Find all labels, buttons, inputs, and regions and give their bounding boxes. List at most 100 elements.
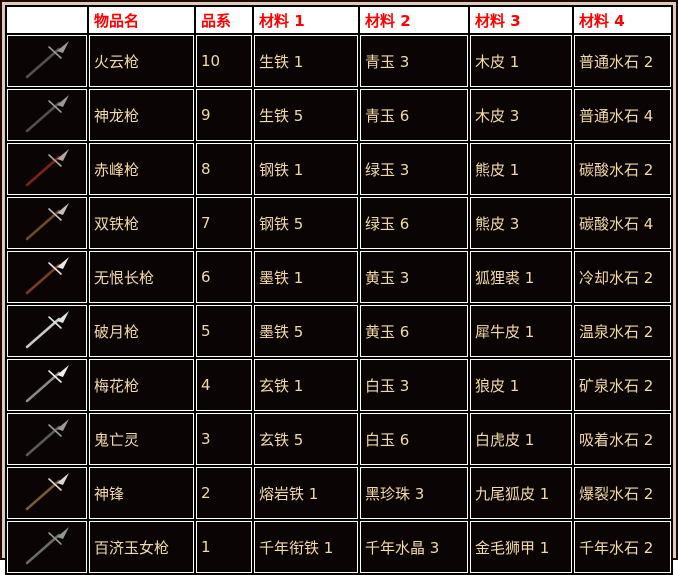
material-1-cell: 熔岩铁 1 — [254, 467, 358, 519]
spear-icon — [25, 365, 69, 403]
wheel-spear-icon — [25, 527, 69, 565]
table-row: 神龙枪 9 生铁 5 青玉 6 木皮 3 普通水石 4 — [7, 89, 671, 141]
material-2-cell: 黄玉 3 — [360, 251, 468, 303]
material-3-cell: 狼皮 1 — [470, 359, 572, 411]
item-name-cell: 百济玉女枪 — [89, 521, 194, 573]
table-row: 百济玉女枪 1 千年衔铁 1 千年水晶 3 金毛狮甲 1 千年水石 2 — [7, 521, 671, 573]
item-icon-cell — [7, 521, 87, 573]
spear-icon — [25, 203, 69, 241]
header-material-4: 材料 4 — [574, 7, 671, 33]
item-icon-cell — [7, 143, 87, 195]
table-row: 鬼亡灵 3 玄铁 5 白玉 6 白虎皮 1 吸着水石 2 — [7, 413, 671, 465]
material-1-cell: 钢铁 1 — [254, 143, 358, 195]
material-3-cell: 犀牛皮 1 — [470, 305, 572, 357]
item-name-cell: 梅花枪 — [89, 359, 194, 411]
material-4-cell: 千年水石 2 — [574, 521, 671, 573]
material-3-cell: 金毛狮甲 1 — [470, 521, 572, 573]
item-icon-cell — [7, 251, 87, 303]
material-4-cell: 温泉水石 2 — [574, 305, 671, 357]
header-icon-col — [7, 7, 87, 33]
glaive-icon — [25, 311, 69, 349]
header-item-name: 物品名 — [89, 7, 194, 33]
item-icon-cell — [7, 89, 87, 141]
material-2-cell: 白玉 3 — [360, 359, 468, 411]
material-4-cell: 吸着水石 2 — [574, 413, 671, 465]
item-name-cell: 破月枪 — [89, 305, 194, 357]
item-name-cell: 火云枪 — [89, 35, 194, 87]
material-4-cell: 矿泉水石 2 — [574, 359, 671, 411]
material-1-cell: 墨铁 5 — [254, 305, 358, 357]
material-1-cell: 钢铁 5 — [254, 197, 358, 249]
material-4-cell: 普通水石 2 — [574, 35, 671, 87]
item-name-cell: 鬼亡灵 — [89, 413, 194, 465]
header-grade: 品系 — [196, 7, 252, 33]
header-material-1: 材料 1 — [254, 7, 358, 33]
material-2-cell: 黄玉 6 — [360, 305, 468, 357]
table-row: 梅花枪 4 玄铁 1 白玉 3 狼皮 1 矿泉水石 2 — [7, 359, 671, 411]
material-2-cell: 绿玉 3 — [360, 143, 468, 195]
spear-icon — [25, 419, 69, 457]
spear-icon — [25, 257, 69, 295]
item-icon-cell — [7, 467, 87, 519]
table-row: 火云枪 10 生铁 1 青玉 3 木皮 1 普通水石 2 — [7, 35, 671, 87]
grade-cell: 7 — [196, 197, 252, 249]
item-icon-cell — [7, 305, 87, 357]
material-3-cell: 熊皮 1 — [470, 143, 572, 195]
material-2-cell: 白玉 6 — [360, 413, 468, 465]
grade-cell: 2 — [196, 467, 252, 519]
material-2-cell: 黑珍珠 3 — [360, 467, 468, 519]
item-name-cell: 双铁枪 — [89, 197, 194, 249]
header-material-2: 材料 2 — [360, 7, 468, 33]
grade-cell: 3 — [196, 413, 252, 465]
material-3-cell: 木皮 3 — [470, 89, 572, 141]
material-3-cell: 狐狸裘 1 — [470, 251, 572, 303]
grade-cell: 4 — [196, 359, 252, 411]
material-3-cell: 九尾狐皮 1 — [470, 467, 572, 519]
material-3-cell: 熊皮 3 — [470, 197, 572, 249]
material-1-cell: 墨铁 1 — [254, 251, 358, 303]
table-row: 无恨长枪 6 墨铁 1 黄玉 3 狐狸裘 1 冷却水石 2 — [7, 251, 671, 303]
material-2-cell: 千年水晶 3 — [360, 521, 468, 573]
material-3-cell: 白虎皮 1 — [470, 413, 572, 465]
material-4-cell: 冷却水石 2 — [574, 251, 671, 303]
material-1-cell: 生铁 1 — [254, 35, 358, 87]
item-name-cell: 神龙枪 — [89, 89, 194, 141]
table-row: 神锋 2 熔岩铁 1 黑珍珠 3 九尾狐皮 1 爆裂水石 2 — [7, 467, 671, 519]
material-4-cell: 碳酸水石 2 — [574, 143, 671, 195]
header-row: 物品名 品系 材料 1 材料 2 材料 3 材料 4 — [7, 7, 671, 33]
material-1-cell: 玄铁 5 — [254, 413, 358, 465]
item-icon-cell — [7, 359, 87, 411]
grade-cell: 9 — [196, 89, 252, 141]
grade-cell: 10 — [196, 35, 252, 87]
item-name-cell: 无恨长枪 — [89, 251, 194, 303]
spear-icon — [25, 473, 69, 511]
item-icon-cell — [7, 413, 87, 465]
material-2-cell: 青玉 3 — [360, 35, 468, 87]
spear-icon — [25, 149, 69, 187]
material-1-cell: 玄铁 1 — [254, 359, 358, 411]
material-2-cell: 青玉 6 — [360, 89, 468, 141]
material-2-cell: 绿玉 6 — [360, 197, 468, 249]
table-row: 赤峰枪 8 钢铁 1 绿玉 3 熊皮 1 碳酸水石 2 — [7, 143, 671, 195]
item-name-cell: 神锋 — [89, 467, 194, 519]
grade-cell: 1 — [196, 521, 252, 573]
material-1-cell: 生铁 5 — [254, 89, 358, 141]
item-name-cell: 赤峰枪 — [89, 143, 194, 195]
material-1-cell: 千年衔铁 1 — [254, 521, 358, 573]
item-icon-cell — [7, 35, 87, 87]
table-row: 双铁枪 7 钢铁 5 绿玉 6 熊皮 3 碳酸水石 4 — [7, 197, 671, 249]
spear-icon — [25, 95, 69, 133]
material-4-cell: 爆裂水石 2 — [574, 467, 671, 519]
material-4-cell: 普通水石 4 — [574, 89, 671, 141]
grade-cell: 8 — [196, 143, 252, 195]
item-materials-table: 物品名 品系 材料 1 材料 2 材料 3 材料 4 火云枪 10 生铁 1 青… — [5, 5, 673, 575]
grade-cell: 5 — [196, 305, 252, 357]
spear-icon — [25, 41, 69, 79]
grade-cell: 6 — [196, 251, 252, 303]
material-4-cell: 碳酸水石 4 — [574, 197, 671, 249]
material-3-cell: 木皮 1 — [470, 35, 572, 87]
table-row: 破月枪 5 墨铁 5 黄玉 6 犀牛皮 1 温泉水石 2 — [7, 305, 671, 357]
item-icon-cell — [7, 197, 87, 249]
header-material-3: 材料 3 — [470, 7, 572, 33]
